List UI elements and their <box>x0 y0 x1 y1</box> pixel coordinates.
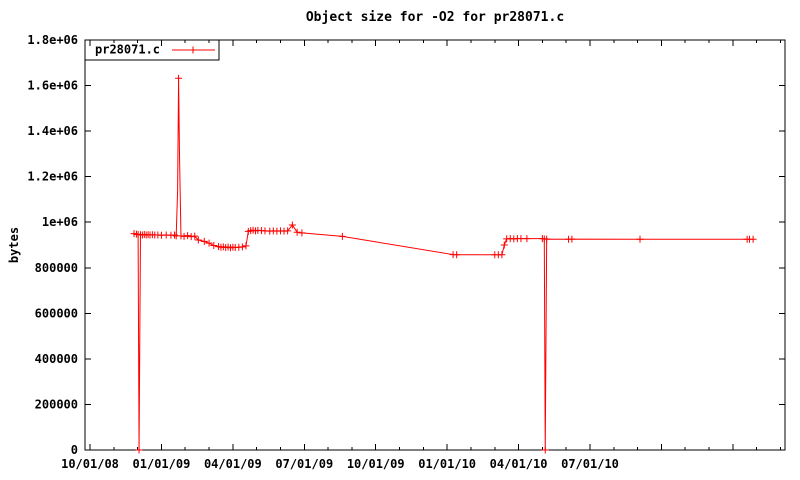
data-point-markers <box>130 74 757 454</box>
y-tick-label: 1e+06 <box>42 215 78 229</box>
x-tick-label: 01/01/09 <box>133 457 191 471</box>
y-tick-label: 1.2e+06 <box>27 170 78 184</box>
legend-box <box>84 39 220 61</box>
plot-border <box>84 39 786 451</box>
legend-sample-marker <box>189 46 197 54</box>
y-tick-label: 600000 <box>35 306 78 320</box>
y-tick-label: 200000 <box>35 397 78 411</box>
x-tick-label: 07/01/09 <box>275 457 333 471</box>
x-tick-label: 01/01/10 <box>418 457 476 471</box>
y-tick-label: 1.4e+06 <box>27 124 78 138</box>
data-series-line <box>133 78 754 451</box>
y-tick-label: 400000 <box>35 352 78 366</box>
chart-title: Object size for -O2 for pr28071.c <box>305 10 565 25</box>
y-tick-label: 1.6e+06 <box>27 79 78 93</box>
x-tick-label: 10/01/08 <box>61 457 119 471</box>
y-tick-label: 0 <box>71 443 78 457</box>
x-tick-label: 04/01/09 <box>204 457 262 471</box>
legend-series-label: pr28071.c <box>95 42 161 57</box>
x-tick-label: 10/01/09 <box>347 457 405 471</box>
y-tick-label: 1.8e+06 <box>27 33 78 47</box>
y-tick-label: 800000 <box>35 261 78 275</box>
x-tick-label: 07/01/10 <box>561 457 619 471</box>
x-tick-label: 04/01/10 <box>490 457 548 471</box>
